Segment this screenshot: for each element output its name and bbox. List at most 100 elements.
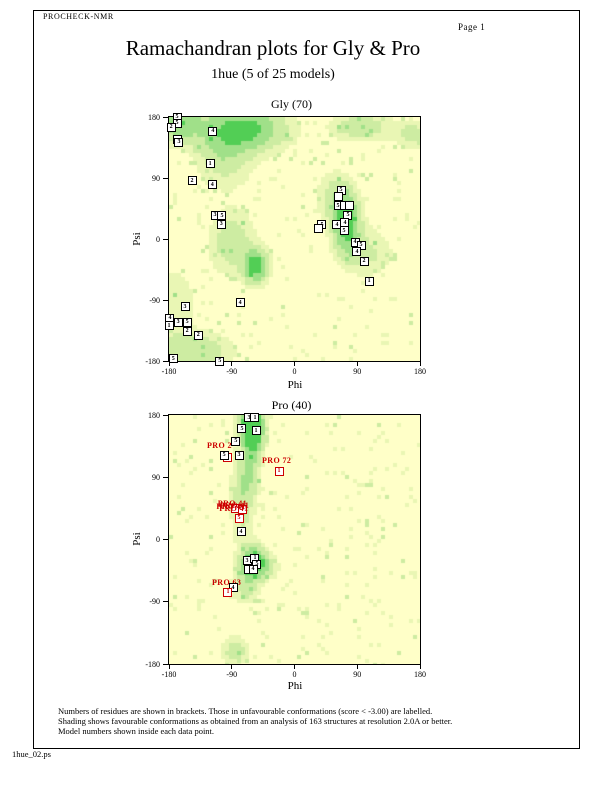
x-tick-label: 180	[414, 367, 426, 376]
model-number: 2	[185, 328, 189, 335]
y-tick	[163, 601, 168, 603]
data-point: 2	[187, 176, 197, 186]
model-number: 4	[335, 221, 339, 228]
footnote-line-1: Numbers of residues are shown in bracket…	[58, 706, 433, 716]
y-tick-label: -90	[149, 295, 160, 305]
footnote-line-3: Model numbers shown inside each data poi…	[58, 726, 215, 736]
residue-label: PRO 2	[206, 440, 232, 450]
y-tick-label: 0	[156, 234, 160, 244]
data-point: 5	[234, 513, 244, 523]
x-tick	[356, 361, 358, 366]
page-border	[33, 10, 580, 749]
gly-x-axis-label: Phi	[287, 379, 303, 391]
pro-y-axis-label: Psi	[131, 532, 143, 546]
data-point: 1	[251, 426, 261, 436]
x-tick-label: 90	[353, 367, 362, 376]
data-point: 5	[219, 450, 229, 460]
y-tick-label: 180	[148, 410, 160, 420]
model-number: 1	[226, 589, 230, 596]
data-point: 1	[250, 413, 260, 423]
y-tick-label: -180	[145, 356, 160, 366]
model-number: 4	[343, 219, 347, 226]
model-number: 2	[190, 177, 194, 184]
pro-plot-title: Pro (40)	[271, 398, 312, 412]
x-tick	[294, 664, 295, 669]
model-number: 1	[254, 427, 258, 434]
model-number: 5	[220, 212, 224, 219]
model-number: 5	[175, 120, 179, 127]
x-tick-label: -90	[226, 367, 238, 376]
model-number: 5	[171, 355, 175, 362]
data-point	[333, 191, 343, 201]
favourable-region-shading	[169, 415, 420, 664]
data-point: 3	[174, 137, 184, 147]
model-number: 4	[355, 248, 359, 255]
y-tick-label: 90	[152, 472, 160, 482]
data-point: 5	[231, 436, 241, 446]
model-number: 3	[247, 414, 251, 421]
model-number: 4	[168, 315, 172, 322]
y-tick	[163, 177, 168, 179]
x-tick-label: 90	[353, 670, 362, 679]
data-point: 3	[216, 219, 226, 229]
model-number: 3	[183, 303, 187, 310]
y-tick	[163, 299, 168, 301]
model-number: 5	[218, 358, 222, 364]
model-number: 1	[253, 555, 257, 562]
x-tick	[419, 361, 421, 366]
model-number: 2	[196, 332, 200, 339]
x-tick-label: 180	[414, 670, 426, 679]
data-point	[314, 223, 324, 233]
page-subtitle: 1hue (5 of 25 models)	[211, 67, 335, 82]
model-number: 5	[185, 319, 189, 326]
model-number: 1	[367, 278, 371, 285]
y-tick-label: 180	[148, 112, 160, 122]
pro-ramachandran-plot: -180 -90 0 90 180 180 90 0 -90 -180 PRO 2 PRO 72 PRO…	[145, 411, 426, 680]
data-point: 5	[215, 356, 225, 366]
model-number: 5	[240, 425, 244, 432]
model-number: 1	[277, 468, 281, 475]
model-number: 5	[342, 227, 346, 234]
x-tick	[356, 664, 358, 669]
data-point	[345, 201, 355, 211]
data-point: 4	[248, 564, 258, 574]
data-point: 2	[193, 330, 203, 340]
x-tick-label: -90	[226, 670, 238, 679]
model-number: 4	[210, 181, 214, 188]
residue-label: PRO 41	[217, 498, 248, 508]
data-point: 1	[223, 587, 233, 597]
footnote-line-2: Shading shows favourable conformations a…	[58, 716, 453, 726]
model-number: 5	[336, 202, 340, 209]
model-number: 5	[237, 515, 241, 522]
data-point: 2	[166, 122, 176, 132]
page-number-label: Page 1	[458, 22, 486, 32]
data-point: 2	[359, 256, 369, 266]
model-number: 4	[211, 128, 215, 135]
model-number: 5	[339, 187, 343, 194]
data-point: 3	[234, 450, 244, 460]
model-number: 3	[177, 139, 181, 146]
residue-label: PRO 63	[212, 578, 242, 588]
x-tick	[231, 361, 233, 366]
y-tick-label: -90	[149, 597, 160, 607]
output-filename: 1hue_02.ps	[12, 749, 51, 759]
model-number: 1	[253, 414, 257, 421]
y-tick	[163, 663, 168, 665]
x-tick	[419, 664, 421, 669]
gly-y-axis-label: Psi	[131, 232, 143, 246]
data-point: 4	[236, 527, 246, 537]
data-point: 4	[235, 298, 245, 308]
gly-plot-title: Gly (70)	[271, 97, 312, 111]
x-tick-label: -180	[161, 367, 177, 376]
model-number: 2	[169, 124, 173, 131]
data-point: 1	[364, 276, 374, 286]
data-point: 1	[164, 321, 174, 331]
x-tick-label: 0	[292, 367, 297, 376]
data-point	[238, 504, 248, 514]
page-title: Ramachandran plots for Gly & Pro	[125, 36, 421, 60]
model-number: 3	[176, 319, 180, 326]
data-point: 2	[182, 326, 192, 336]
model-number: 2	[362, 258, 366, 265]
residue-label: PRO 72	[262, 455, 292, 465]
model-number: 4	[231, 584, 235, 591]
